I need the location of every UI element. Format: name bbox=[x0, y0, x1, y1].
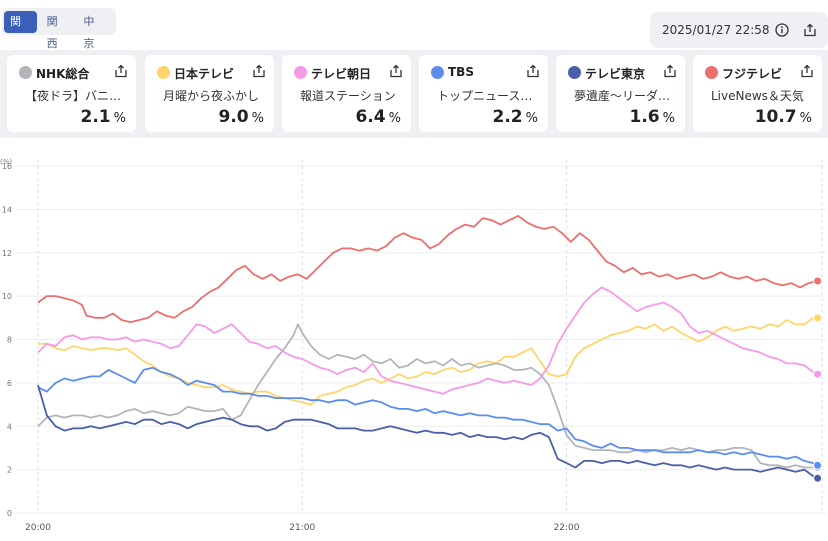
channel-color-dot bbox=[705, 66, 718, 79]
x-tick-label: 20:00 bbox=[25, 523, 51, 533]
program-title: トップニュース… bbox=[437, 89, 533, 103]
tab-kanto[interactable]: 関東 bbox=[4, 10, 37, 50]
channel-name: TBS bbox=[448, 65, 474, 79]
timestamp: 2025/01/27 22:58 bbox=[662, 23, 770, 37]
series-line bbox=[37, 215, 818, 323]
program-title: 夢遺産〜リーダ… bbox=[574, 89, 671, 103]
share-icon[interactable] bbox=[114, 64, 128, 78]
share-icon[interactable] bbox=[252, 64, 266, 78]
x-tick-label: 22:00 bbox=[554, 523, 580, 533]
channel-color-dot bbox=[19, 66, 32, 79]
share-icon[interactable] bbox=[800, 64, 814, 78]
y-tick-label: 8 bbox=[7, 336, 12, 345]
program-title: 報道ステーション bbox=[300, 89, 396, 103]
channel-color-dot bbox=[157, 66, 170, 79]
timestamp-box: 2025/01/27 22:58 bbox=[650, 12, 828, 48]
y-tick-label: 10 bbox=[2, 292, 12, 301]
series-line bbox=[37, 286, 819, 395]
rating-value: 2.2% bbox=[492, 107, 538, 127]
info-icon[interactable] bbox=[772, 20, 792, 40]
share-icon[interactable] bbox=[389, 64, 403, 78]
series-end-point bbox=[813, 313, 823, 323]
series-end-point bbox=[813, 473, 823, 483]
channel-card-ntv[interactable]: 日本テレビ 月曜から夜ふかし 9.0% bbox=[145, 55, 274, 132]
channel-color-dot bbox=[431, 66, 444, 79]
y-tick-label: 16 bbox=[2, 162, 12, 171]
program-title: 月曜から夜ふかし bbox=[163, 89, 260, 103]
y-tick-label: 4 bbox=[7, 422, 12, 431]
channel-name: テレビ朝日 bbox=[311, 67, 372, 81]
share-icon[interactable] bbox=[800, 20, 820, 40]
y-tick-label: 0 bbox=[7, 509, 12, 518]
tab-kansai[interactable]: 関西 bbox=[46, 14, 58, 50]
series-end-point bbox=[813, 276, 823, 286]
channel-name: NHK総合 bbox=[36, 67, 90, 81]
y-tick-label: 6 bbox=[7, 379, 12, 388]
ratings-line-chart: 0 2 4 6 8 10 12 14 16 (%) 20:00 21:00 22:00 bbox=[0, 148, 828, 541]
tab-chukyo[interactable]: 中京 bbox=[83, 14, 95, 50]
rating-value: 6.4% bbox=[355, 107, 401, 127]
series-line bbox=[38, 316, 818, 406]
program-title: LiveNews＆天気 bbox=[711, 89, 804, 103]
y-axis-unit: (%) bbox=[0, 158, 12, 166]
series-line bbox=[37, 384, 819, 480]
y-tick-label: 14 bbox=[2, 205, 12, 214]
share-icon[interactable] bbox=[663, 64, 677, 78]
channel-card-tv-asahi[interactable]: テレビ朝日 報道ステーション 6.4% bbox=[282, 55, 411, 132]
program-title: 【夜ドラ】バニ… bbox=[25, 89, 122, 103]
channel-name: 日本テレビ bbox=[174, 67, 235, 81]
x-tick-label: 21:00 bbox=[289, 523, 315, 533]
y-tick-label: 12 bbox=[2, 249, 12, 258]
region-tabs: 関東 関西 中京 bbox=[2, 8, 116, 50]
channel-color-dot bbox=[294, 66, 307, 79]
channel-name: フジテレビ bbox=[722, 67, 783, 81]
series-end-point bbox=[813, 369, 823, 379]
rating-value: 9.0% bbox=[218, 107, 264, 127]
channel-card-tbs[interactable]: TBS トップニュース… 2.2% bbox=[419, 55, 548, 132]
series-line bbox=[37, 366, 819, 467]
channel-cards-strip bbox=[0, 50, 828, 138]
rating-value: 10.7% bbox=[754, 107, 812, 127]
channel-name: テレビ東京 bbox=[585, 67, 646, 81]
chart-svg: 0 2 4 6 8 10 12 14 16(%) 20:00 21:00 22:00 bbox=[0, 158, 826, 533]
share-icon[interactable] bbox=[526, 64, 540, 78]
series-end-point bbox=[813, 460, 823, 470]
channel-card-fuji[interactable]: フジテレビ LiveNews＆天気 10.7% bbox=[693, 55, 822, 132]
rating-value: 1.6% bbox=[629, 107, 675, 127]
channel-card-tv-tokyo[interactable]: テレビ東京 夢遺産〜リーダ… 1.6% bbox=[556, 55, 685, 132]
rating-value: 2.1% bbox=[80, 107, 126, 127]
series-line bbox=[37, 323, 818, 469]
channel-card-nhk[interactable]: NHK総合 【夜ドラ】バニ… 2.1% bbox=[7, 55, 136, 132]
channel-color-dot bbox=[568, 66, 581, 79]
y-tick-label: 2 bbox=[7, 466, 12, 475]
